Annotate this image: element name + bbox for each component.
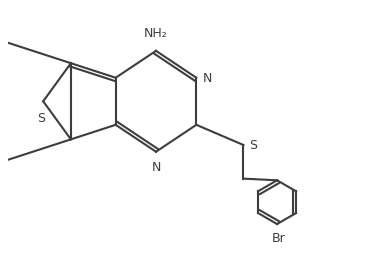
Text: S: S	[37, 112, 46, 125]
Text: S: S	[249, 139, 257, 152]
Text: Br: Br	[272, 231, 286, 244]
Text: N: N	[202, 72, 212, 85]
Text: NH₂: NH₂	[144, 27, 168, 40]
Text: N: N	[151, 161, 161, 173]
